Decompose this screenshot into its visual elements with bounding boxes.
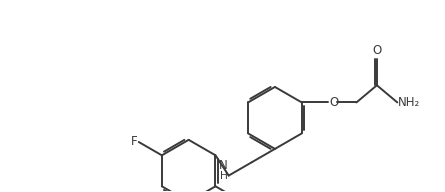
Text: H: H xyxy=(220,170,228,181)
Text: O: O xyxy=(372,44,381,57)
Text: N: N xyxy=(219,159,228,172)
Text: F: F xyxy=(131,136,138,148)
Text: NH₂: NH₂ xyxy=(398,96,421,109)
Text: O: O xyxy=(330,96,339,109)
